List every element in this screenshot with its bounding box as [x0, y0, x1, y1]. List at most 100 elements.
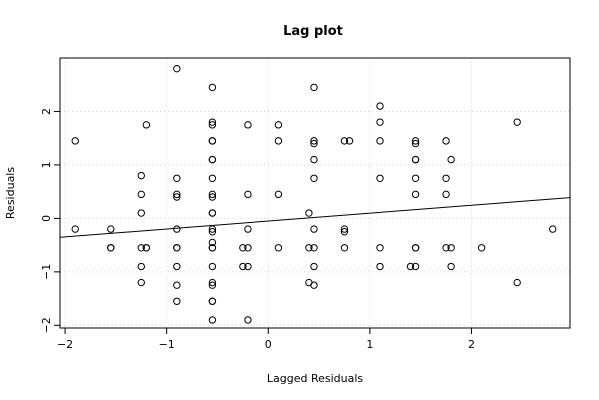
data-point [310, 155, 318, 164]
data-point [340, 225, 349, 233]
data-point [239, 262, 247, 271]
y-tick-label: 2 [40, 108, 53, 115]
x-axis: −2 −1 0 1 2 [57, 328, 475, 351]
data-points [71, 64, 557, 324]
data-point [513, 278, 521, 287]
data-point [244, 225, 252, 233]
y-tick-label: −2 [40, 317, 53, 333]
regression-line [59, 197, 571, 238]
data-point [376, 118, 384, 126]
data-point [239, 244, 247, 252]
data-point [71, 225, 79, 233]
data-point [244, 121, 252, 129]
data-point [208, 83, 217, 92]
data-point [208, 209, 217, 217]
data-point [406, 262, 415, 271]
data-point [274, 244, 283, 252]
x-tick-label: −1 [159, 338, 175, 351]
data-point [340, 228, 349, 236]
data-point [310, 137, 318, 145]
data-point [173, 190, 181, 199]
data-point [442, 174, 450, 182]
data-point [376, 102, 384, 110]
data-point [208, 121, 217, 129]
data-point [208, 155, 217, 164]
data-point [447, 155, 455, 164]
data-point [274, 190, 283, 199]
chart-title: Lag plot [283, 24, 343, 39]
data-point [137, 209, 145, 217]
data-point [477, 244, 486, 252]
data-point [274, 121, 283, 129]
data-point [310, 244, 318, 252]
data-point [142, 121, 151, 129]
data-point [142, 244, 151, 252]
data-point [376, 244, 384, 252]
data-point [376, 174, 384, 182]
data-point [447, 262, 455, 271]
data-point [411, 137, 420, 145]
data-point [208, 193, 217, 201]
data-point [107, 244, 115, 252]
data-point [208, 244, 217, 252]
data-point [137, 262, 145, 271]
data-point [310, 281, 318, 289]
data-point [411, 262, 420, 271]
data-point [173, 262, 181, 271]
data-point [208, 297, 217, 305]
data-point [137, 278, 145, 287]
data-point [411, 139, 420, 148]
data-point [447, 244, 455, 252]
data-point [208, 174, 217, 182]
grid [60, 58, 570, 328]
y-axis: −2 −1 0 1 2 [40, 108, 60, 333]
data-point [137, 190, 145, 199]
data-point [310, 225, 318, 233]
data-point [137, 244, 145, 252]
data-point [173, 64, 181, 73]
data-point [442, 137, 450, 145]
data-point [173, 225, 181, 233]
data-point [305, 244, 313, 252]
y-tick-label: 1 [40, 161, 53, 168]
data-point [310, 174, 318, 182]
data-point [345, 137, 354, 145]
data-point [442, 244, 450, 252]
plot-frame [59, 57, 571, 329]
x-tick-label: 1 [366, 338, 373, 351]
data-point [107, 225, 115, 233]
data-point [208, 281, 217, 289]
data-point [208, 190, 217, 199]
data-point [208, 278, 217, 287]
y-tick-label: −1 [40, 264, 53, 280]
data-point [173, 281, 181, 289]
data-point [411, 174, 420, 182]
x-axis-label: Lagged Residuals [267, 372, 364, 385]
data-point [173, 297, 181, 305]
data-point [244, 316, 252, 324]
data-point [137, 171, 145, 180]
data-point [305, 209, 313, 217]
data-point [411, 190, 420, 199]
data-point [376, 137, 384, 145]
data-point [208, 238, 217, 247]
y-tick-label: 0 [40, 215, 53, 222]
data-point [411, 244, 420, 252]
data-point [376, 262, 384, 271]
data-point [310, 262, 318, 271]
data-point [173, 174, 181, 182]
data-point [208, 137, 217, 145]
data-point [274, 137, 283, 145]
data-point [340, 244, 349, 252]
data-point [549, 225, 557, 233]
x-tick-label: −2 [57, 338, 73, 351]
data-point [244, 244, 252, 252]
data-point [208, 316, 217, 324]
data-point [208, 228, 217, 236]
data-point [173, 244, 181, 252]
x-tick-label: 0 [265, 338, 272, 351]
data-point [513, 118, 521, 126]
data-point [411, 155, 420, 164]
data-point [208, 262, 217, 271]
